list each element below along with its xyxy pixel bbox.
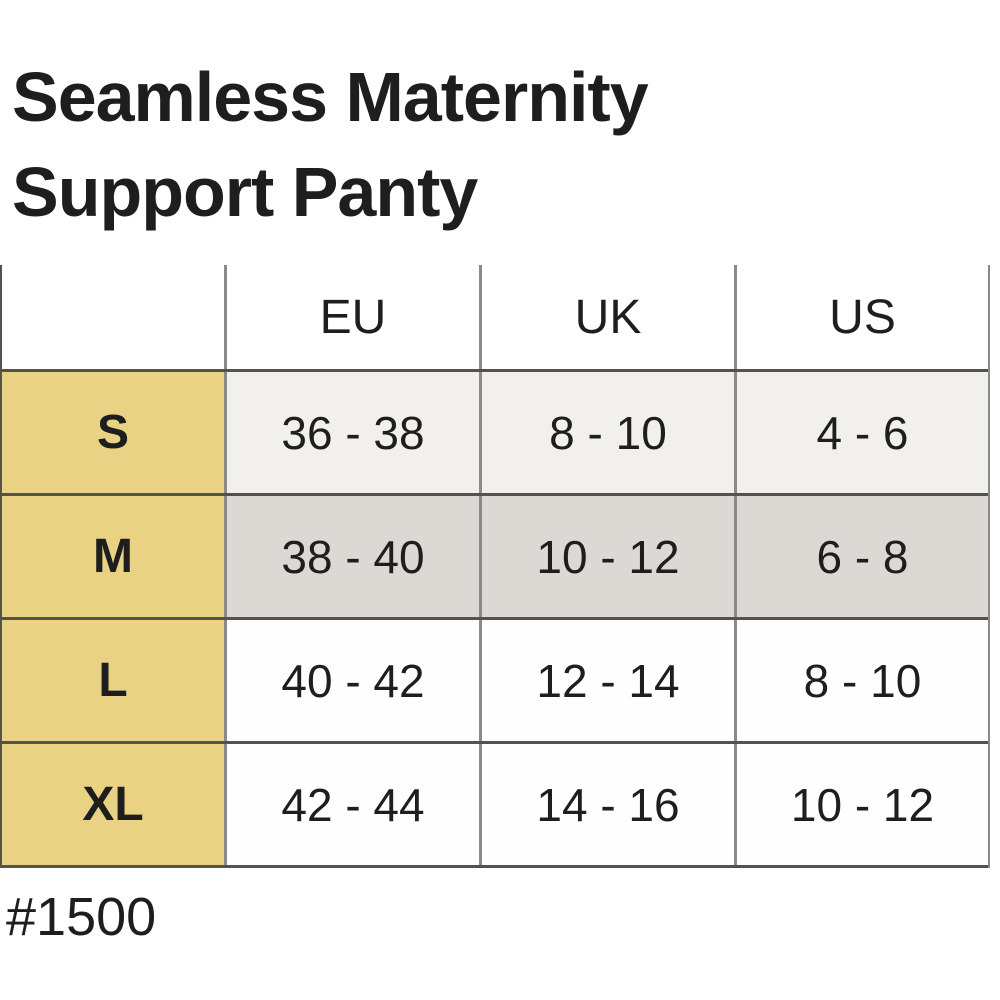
value-l-uk: 12 - 14 [479, 620, 734, 741]
value-m-uk: 10 - 12 [479, 496, 734, 617]
value-l-us: 8 - 10 [734, 620, 988, 741]
page-title: Seamless Maternity Support Panty [12, 50, 649, 240]
table-row-m: M 38 - 40 10 - 12 6 - 8 [2, 496, 988, 620]
table-header-row: EU UK US [2, 265, 988, 372]
value-xl-eu: 42 - 44 [224, 744, 479, 865]
value-s-uk: 8 - 10 [479, 372, 734, 493]
column-header-uk: UK [479, 265, 734, 369]
value-l-eu: 40 - 42 [224, 620, 479, 741]
column-header-eu: EU [224, 265, 479, 369]
product-code: #1500 [6, 887, 157, 947]
column-header-us: US [734, 265, 988, 369]
size-label-l: L [2, 620, 224, 741]
value-s-eu: 36 - 38 [224, 372, 479, 493]
value-m-eu: 38 - 40 [224, 496, 479, 617]
page-title-line1: Seamless Maternity [12, 58, 649, 136]
size-chart-table: EU UK US S 36 - 38 8 - 10 4 - 6 M 38 - 4… [0, 265, 990, 868]
size-label-m: M [2, 496, 224, 617]
size-label-s: S [2, 372, 224, 493]
table-row-xl: XL 42 - 44 14 - 16 10 - 12 [2, 744, 988, 868]
table-row-s: S 36 - 38 8 - 10 4 - 6 [2, 372, 988, 496]
page-title-line2: Support Panty [12, 153, 478, 231]
value-xl-uk: 14 - 16 [479, 744, 734, 865]
value-m-us: 6 - 8 [734, 496, 988, 617]
size-label-xl: XL [2, 744, 224, 865]
column-header-size [2, 265, 224, 369]
table-row-l: L 40 - 42 12 - 14 8 - 10 [2, 620, 988, 744]
value-xl-us: 10 - 12 [734, 744, 988, 865]
value-s-us: 4 - 6 [734, 372, 988, 493]
